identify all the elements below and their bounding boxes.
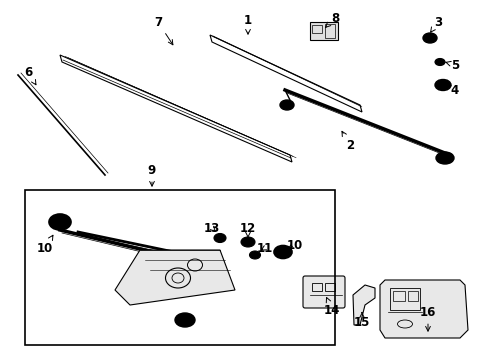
Ellipse shape [434, 80, 450, 90]
Ellipse shape [434, 58, 444, 66]
Ellipse shape [249, 251, 260, 259]
Text: 6: 6 [24, 66, 36, 85]
Text: 8: 8 [325, 12, 339, 27]
Ellipse shape [280, 100, 293, 110]
Text: 7: 7 [154, 15, 173, 45]
Text: 15: 15 [353, 312, 369, 328]
Text: 4: 4 [443, 84, 458, 96]
Bar [25, 190, 334, 345]
Text: 3: 3 [430, 15, 441, 32]
Text: 11: 11 [256, 242, 273, 255]
Text: 16: 16 [419, 306, 435, 331]
Polygon shape [60, 55, 291, 162]
Text: 2: 2 [341, 131, 353, 152]
Bar [389, 288, 419, 310]
Text: 5: 5 [445, 59, 458, 72]
Ellipse shape [273, 246, 291, 258]
Text: 1: 1 [244, 14, 251, 34]
Ellipse shape [241, 237, 254, 247]
Text: 14: 14 [323, 297, 340, 316]
Ellipse shape [49, 214, 71, 230]
Bar [311, 25, 321, 33]
Polygon shape [115, 250, 235, 305]
Ellipse shape [214, 234, 225, 243]
Ellipse shape [422, 33, 436, 43]
Polygon shape [352, 285, 374, 325]
Bar [325, 283, 334, 291]
FancyBboxPatch shape [303, 276, 345, 308]
Text: 9: 9 [147, 163, 156, 186]
Text: 10: 10 [286, 239, 303, 252]
Bar [407, 291, 417, 301]
Bar [325, 24, 334, 38]
Ellipse shape [175, 313, 195, 327]
Ellipse shape [435, 152, 453, 164]
Bar [309, 22, 337, 40]
Text: 13: 13 [203, 221, 220, 234]
Polygon shape [379, 280, 467, 338]
Bar [311, 283, 321, 291]
Polygon shape [209, 35, 361, 112]
Bar [392, 291, 404, 301]
Text: 12: 12 [240, 221, 256, 237]
Text: 10: 10 [37, 235, 53, 255]
